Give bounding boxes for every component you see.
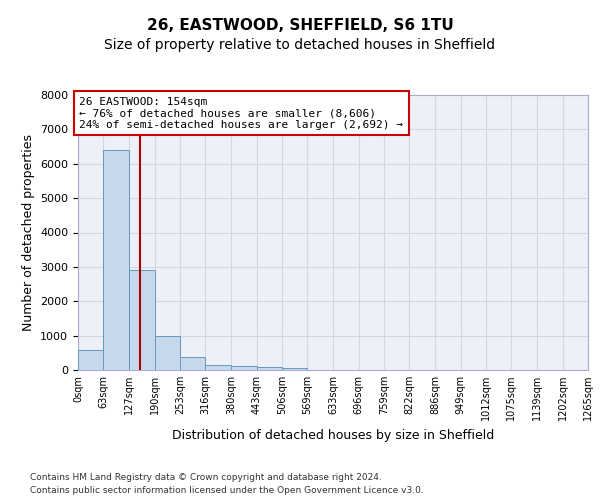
Bar <box>103 150 129 370</box>
X-axis label: Distribution of detached houses by size in Sheffield: Distribution of detached houses by size … <box>172 428 494 442</box>
Text: Contains public sector information licensed under the Open Government Licence v3: Contains public sector information licen… <box>30 486 424 495</box>
Text: Contains HM Land Registry data © Crown copyright and database right 2024.: Contains HM Land Registry data © Crown c… <box>30 472 382 482</box>
Text: Size of property relative to detached houses in Sheffield: Size of property relative to detached ho… <box>104 38 496 52</box>
Bar <box>205 365 231 370</box>
Bar <box>231 366 257 370</box>
Bar <box>180 357 205 370</box>
Bar <box>78 350 103 370</box>
Bar <box>129 270 155 370</box>
Bar <box>282 368 307 370</box>
Text: 26 EASTWOOD: 154sqm
← 76% of detached houses are smaller (8,606)
24% of semi-det: 26 EASTWOOD: 154sqm ← 76% of detached ho… <box>79 96 403 130</box>
Y-axis label: Number of detached properties: Number of detached properties <box>22 134 35 331</box>
Bar <box>155 336 180 370</box>
Bar <box>257 368 282 370</box>
Text: 26, EASTWOOD, SHEFFIELD, S6 1TU: 26, EASTWOOD, SHEFFIELD, S6 1TU <box>146 18 454 32</box>
